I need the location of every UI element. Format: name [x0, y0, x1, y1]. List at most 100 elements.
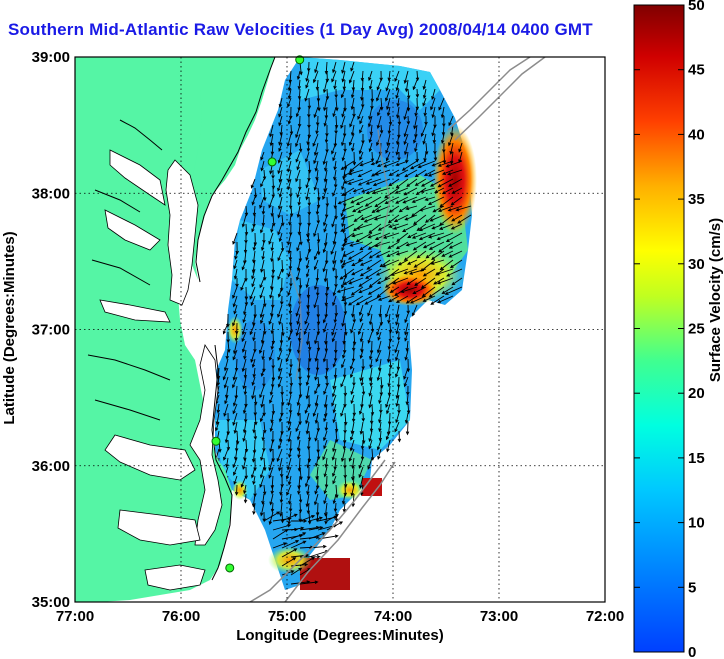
velocity-arrow: [241, 214, 247, 228]
velocity-arrow: [455, 205, 472, 212]
velocity-arrow: [232, 349, 238, 361]
velocity-arrow: [295, 124, 301, 139]
bays: [99, 149, 223, 591]
velocity-arrow: [268, 349, 274, 361]
velocity-arrow: [422, 88, 427, 99]
velocity-arrow: [415, 151, 420, 163]
velocity-arrow: [225, 349, 229, 360]
velocity-arrow: [419, 205, 436, 212]
velocity-arrow: [242, 457, 247, 470]
velocity-arrow: [298, 142, 303, 153]
velocity-arrow: [393, 214, 409, 223]
velocity-arrow: [322, 187, 328, 201]
velocity-arrow: [314, 385, 319, 395]
velocity-arrow: [305, 493, 310, 508]
velocity-arrow: [359, 331, 364, 343]
velocity-arrow: [260, 241, 265, 252]
velocity-arrow: [386, 106, 391, 117]
velocity-arrow: [304, 88, 310, 102]
velocity-arrow: [287, 295, 292, 308]
velocity-arrow: [438, 97, 445, 111]
velocity-arrow: [316, 448, 321, 461]
velocity-arrow: [252, 367, 256, 378]
velocity-vectors: [214, 61, 472, 585]
velocity-arrow: [395, 133, 400, 146]
velocity-arrow: [368, 313, 373, 326]
velocity-arrow: [352, 205, 364, 213]
velocity-arrow: [431, 160, 445, 167]
velocity-arrow: [322, 349, 328, 363]
velocity-arrow: [287, 178, 292, 191]
velocity-arrow: [333, 178, 338, 189]
velocity-arrow: [368, 142, 373, 153]
velocity-arrow: [441, 286, 454, 295]
velocity-arrow: [226, 412, 230, 423]
velocity-arrow: [235, 278, 239, 288]
velocity-arrow: [377, 331, 382, 341]
velocity-arrow: [331, 142, 337, 155]
velocity-arrow: [312, 403, 319, 417]
velocity-arrow: [379, 403, 383, 414]
velocity-arrow: [222, 367, 229, 381]
x-tick-label: 77:00: [56, 608, 94, 625]
velocity-arrow: [323, 97, 328, 112]
velocity-arrow: [289, 322, 294, 334]
velocity-arrow: [388, 205, 400, 213]
velocity-arrow: [313, 250, 319, 261]
velocity-arrow: [307, 241, 312, 253]
velocity-arrow: [233, 340, 238, 355]
velocity-arrow: [259, 196, 265, 209]
velocity-arrow: [416, 223, 427, 231]
velocity-arrow: [367, 232, 382, 239]
velocity-arrow: [450, 223, 463, 230]
velocity-arrow: [323, 322, 328, 333]
velocity-arrow: [361, 412, 366, 422]
velocity-arrow: [287, 241, 292, 255]
velocity-arrow: [342, 250, 355, 257]
velocity-arrow: [251, 448, 256, 463]
velocity-arrow: [243, 493, 248, 504]
velocity-arrow: [415, 70, 420, 82]
velocity-arrow: [448, 133, 454, 147]
velocity-arrow: [287, 88, 292, 100]
velocity-arrow: [268, 196, 274, 209]
velocity-arrow: [386, 439, 391, 453]
velocity-arrow: [359, 313, 364, 323]
velocity-arrow: [376, 322, 382, 336]
velocity-arrow: [430, 295, 445, 305]
velocity-arrow: [224, 394, 229, 405]
velocity-arrow: [457, 214, 472, 224]
velocity-arrow: [285, 466, 292, 480]
velocity-arrow: [289, 205, 294, 218]
velocity-arrow: [333, 169, 337, 181]
velocity-arrow: [261, 205, 266, 215]
velocity-arrow: [367, 115, 373, 128]
velocity-arrow: [431, 106, 436, 119]
velocity-arrow: [249, 286, 256, 300]
velocity-arrow: [272, 542, 288, 549]
velocity-arrow: [394, 286, 409, 297]
velocity-arrow: [296, 205, 301, 218]
velocity-arrow: [263, 295, 267, 308]
velocity-arrow: [240, 475, 247, 488]
y-tick-label: 39:00: [32, 49, 70, 66]
velocity-arrow: [251, 223, 256, 233]
velocity-arrow: [394, 421, 400, 433]
velocity-arrow: [314, 394, 319, 407]
velocity-arrow: [438, 223, 454, 230]
velocity-arrow: [251, 385, 256, 400]
velocity-arrow: [286, 457, 292, 471]
velocity-arrow: [316, 313, 321, 326]
velocity-arrow: [376, 340, 382, 354]
velocity-arrow: [242, 430, 247, 442]
velocity-arrow: [350, 196, 364, 204]
velocity-arrow: [405, 241, 418, 247]
velocity-arrow: [313, 493, 319, 506]
velocity-arrow: [359, 475, 364, 489]
velocity-arrow: [278, 430, 283, 443]
velocity-arrow: [269, 439, 274, 453]
velocity-arrow: [324, 421, 329, 432]
velocity-arrow: [343, 277, 355, 286]
velocity-arrow: [370, 160, 382, 166]
velocity-arrow: [305, 70, 310, 82]
